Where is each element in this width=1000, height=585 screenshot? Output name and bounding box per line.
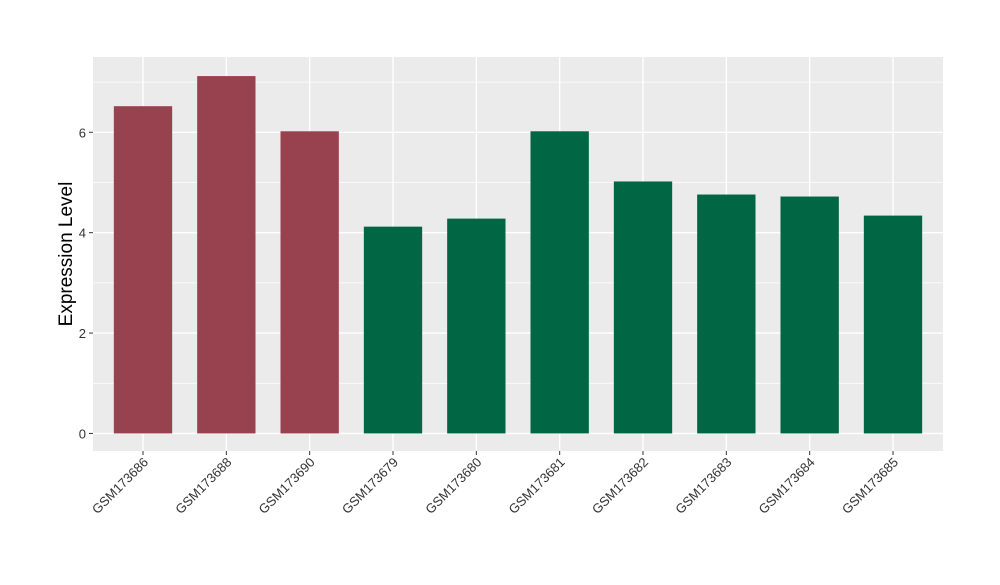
y-tick-label: 6 xyxy=(79,125,86,140)
bar-GSM173686 xyxy=(113,106,173,434)
x-tick-label: GSM173686 xyxy=(89,455,151,517)
x-tick-label: GSM173683 xyxy=(672,455,734,517)
x-tick-label: GSM173679 xyxy=(339,455,401,517)
y-tick-label: 4 xyxy=(79,226,86,241)
x-tick-label: GSM173688 xyxy=(172,455,234,517)
x-axis-ticks: GSM173686 GSM173688 GSM173690 GSM173679 GSM1… xyxy=(89,451,901,517)
bar-GSM173688 xyxy=(197,76,256,434)
x-tick-label: GSM173680 xyxy=(422,455,484,517)
x-tick-label: GSM173690 xyxy=(256,455,318,517)
bar-GSM173681 xyxy=(530,131,589,434)
y-axis-ticks: 0 2 4 6 xyxy=(79,125,93,441)
bar-GSM173679 xyxy=(363,226,423,434)
bar-GSM173683 xyxy=(697,194,756,434)
x-tick-label: GSM173685 xyxy=(839,455,901,517)
y-tick-label: 2 xyxy=(79,326,86,341)
x-tick-label: GSM173684 xyxy=(756,455,818,517)
y-tick-label: 0 xyxy=(79,426,86,441)
bar-GSM173682 xyxy=(613,181,673,434)
bar-GSM173685 xyxy=(863,215,923,434)
x-tick-label: GSM173682 xyxy=(589,455,651,517)
bar-GSM173684 xyxy=(780,196,839,434)
x-tick-label: GSM173681 xyxy=(506,455,568,517)
bar-GSM173690 xyxy=(280,131,339,434)
bars xyxy=(113,76,923,434)
bar-GSM173680 xyxy=(447,218,506,434)
y-axis-title: Expression Level xyxy=(56,182,77,327)
